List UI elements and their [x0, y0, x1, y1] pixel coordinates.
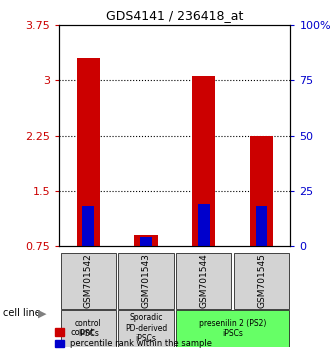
FancyBboxPatch shape	[60, 253, 116, 309]
Bar	[140, 238, 152, 246]
Bar	[256, 206, 267, 246]
FancyBboxPatch shape	[234, 253, 289, 309]
FancyBboxPatch shape	[60, 310, 116, 347]
FancyBboxPatch shape	[176, 253, 231, 309]
FancyBboxPatch shape	[118, 310, 174, 347]
Bar	[135, 235, 158, 246]
Bar	[82, 206, 94, 246]
Text: GSM701545: GSM701545	[257, 253, 266, 308]
FancyBboxPatch shape	[118, 253, 174, 309]
Bar	[198, 204, 210, 246]
Text: GSM701542: GSM701542	[84, 253, 93, 308]
Bar	[250, 136, 273, 246]
Bar	[77, 58, 100, 246]
Text: Sporadic
PD-derived
iPSCs: Sporadic PD-derived iPSCs	[125, 313, 167, 343]
Text: presenilin 2 (PS2)
iPSCs: presenilin 2 (PS2) iPSCs	[199, 319, 266, 338]
Text: control
IPSCs: control IPSCs	[75, 319, 102, 338]
Text: GSM701544: GSM701544	[199, 253, 208, 308]
Text: cell line: cell line	[3, 308, 41, 318]
Legend: count, percentile rank within the sample: count, percentile rank within the sample	[54, 326, 214, 350]
Bar	[192, 76, 215, 246]
Title: GDS4141 / 236418_at: GDS4141 / 236418_at	[106, 9, 244, 22]
FancyBboxPatch shape	[176, 310, 289, 347]
Text: GSM701543: GSM701543	[142, 253, 150, 308]
Text: ▶: ▶	[38, 308, 47, 318]
